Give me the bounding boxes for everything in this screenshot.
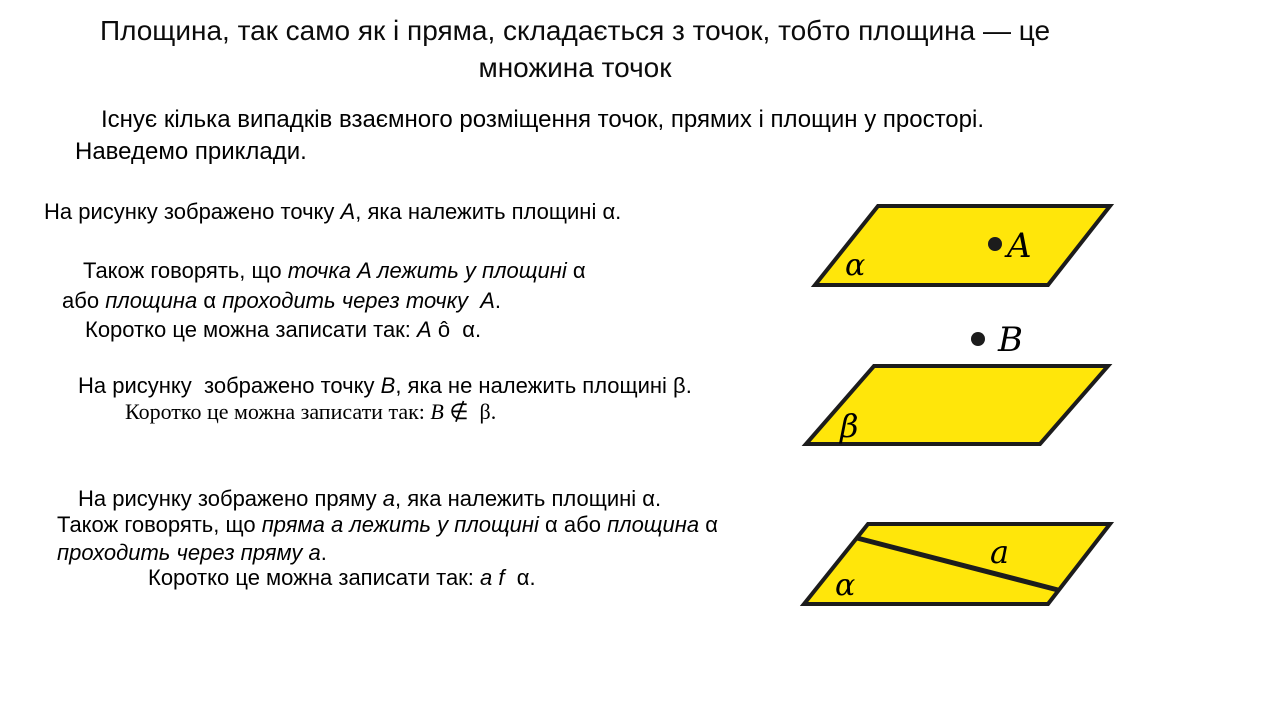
intro-paragraph: Існує кілька випадків взаємного розміщен… (75, 104, 1095, 168)
figure-plane-beta-point-b: B β (795, 315, 1120, 450)
plane-beta-parallelogram (801, 364, 1113, 446)
point-b-label: B (997, 320, 1023, 360)
section-a-notation: Коротко це можна записати так: A ô α. (85, 317, 482, 342)
section-a-text-2: або площина α проходить через точку A. (62, 288, 501, 313)
line-a-label: a (990, 533, 1009, 571)
section-c-notation: Коротко це можна записати так: a f α. (148, 565, 536, 590)
line-a (856, 535, 1059, 593)
figure-plane-alpha-line-a: a α (790, 515, 1120, 615)
plane-alpha-parallelogram (810, 204, 1115, 287)
point-a-label: A (1004, 226, 1032, 266)
plane-beta-label: β (839, 407, 859, 445)
intro-line-1: Існує кілька випадків взаємного розміщен… (101, 106, 984, 133)
point-a-dot (988, 237, 1002, 251)
page-title: Площина, так само як і пряма, складаєтьс… (99, 15, 1051, 83)
plane-alpha-label: α (845, 248, 865, 283)
intro-line-2: Наведемо приклади. (75, 138, 307, 165)
section-c-statement: На рисунку зображено пряму a, яка належи… (78, 486, 662, 511)
section-a-statement: На рисунку зображено точку A, яка належи… (44, 199, 622, 224)
section-b-notation: Коротко це можна записати так: B ∉ β. (125, 399, 497, 424)
section-b-statement: На рисунку зображено точку B, яка не нал… (78, 373, 692, 398)
plane-alpha2-label: α (835, 568, 855, 603)
section-c-text-1: Також говорять, що пряма a лежить у площ… (57, 512, 718, 537)
section-c-text-2: проходить через пряму a. (57, 540, 327, 565)
figure-plane-alpha-point-a: α A (800, 200, 1120, 295)
point-b-dot (971, 332, 985, 346)
section-a-text-1: Також говорять, що точка A лежить у площ… (83, 258, 586, 283)
